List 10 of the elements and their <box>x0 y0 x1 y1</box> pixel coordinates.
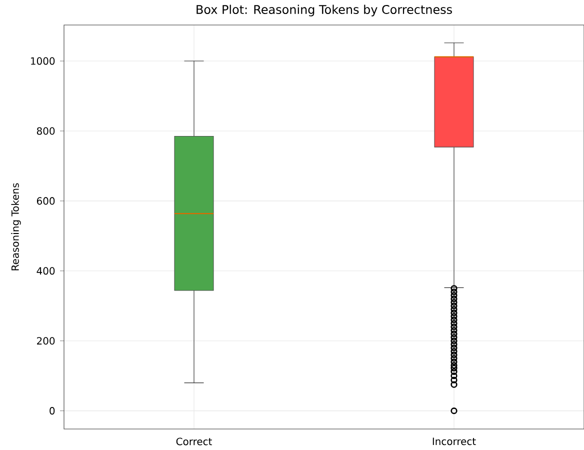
chart-title: Box Plot: Reasoning Tokens by Correctness <box>196 4 452 16</box>
y-tick-label: 0 <box>50 407 55 415</box>
y-tick-label: 400 <box>36 267 55 275</box>
y-tick-label: 1000 <box>31 57 55 65</box>
x-tick-label: Incorrect <box>432 438 476 446</box>
y-tick-label: 200 <box>37 337 55 345</box>
y-tick-label: 600 <box>36 197 55 205</box>
y-tick-label: 800 <box>36 127 55 135</box>
y-axis-title: Reasoning Tokens <box>11 183 21 270</box>
x-tick-label: Correct <box>176 438 212 446</box>
